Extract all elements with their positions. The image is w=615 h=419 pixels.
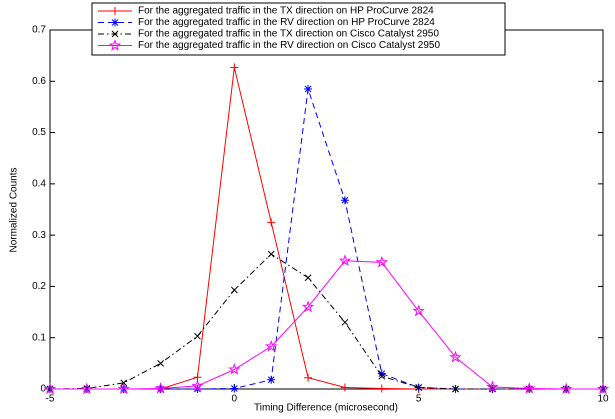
data-point: [267, 375, 276, 384]
data-point: [596, 382, 610, 395]
data-point: [230, 384, 239, 393]
series-line: [49, 253, 603, 390]
data-point: [156, 385, 165, 393]
data-point: [415, 384, 423, 391]
data-point: [341, 318, 349, 326]
data-point: [117, 382, 130, 395]
legend-box: [91, 2, 506, 56]
data-point: [338, 254, 352, 267]
legend-marker: [108, 38, 122, 51]
y-tick-label: 0.1: [32, 332, 46, 343]
y-axis-label: Normalized Counts: [9, 167, 20, 252]
data-point: [193, 385, 202, 393]
data-point: [377, 384, 386, 393]
legend-label: For the aggregated traffic in the TX dir…: [138, 6, 434, 17]
data-point: [378, 372, 386, 380]
x-tick-label: -5: [46, 394, 55, 405]
y-tick-label: 0.2: [32, 281, 46, 292]
y-tick-label: 0: [40, 384, 46, 395]
data-point: [523, 381, 536, 394]
data-point: [301, 300, 315, 313]
x-tick-label: 0: [232, 394, 238, 405]
data-point: [304, 84, 313, 93]
series-line: [50, 67, 603, 390]
legend-label: For the aggregated traffic in the RV dir…: [138, 17, 435, 28]
legend-label: For the aggregated traffic in the RV dir…: [138, 40, 440, 51]
data-point: [559, 382, 573, 395]
legend-marker: [111, 30, 119, 38]
data-point: [228, 362, 241, 375]
y-tick-label: 0.3: [32, 230, 46, 241]
data-point: [340, 196, 349, 205]
data-point: [340, 383, 349, 392]
data-point: [452, 385, 459, 393]
data-point: [264, 339, 278, 352]
y-tick-label: 0.6: [32, 76, 46, 87]
data-point: [267, 250, 275, 258]
plot-frame: [49, 29, 604, 390]
data-point: [154, 381, 167, 394]
data-point: [377, 369, 386, 378]
data-point: [80, 382, 94, 395]
legend-marker: [111, 7, 119, 15]
legend-label: For the aggregated traffic in the TX dir…: [138, 29, 439, 40]
data-point: [230, 63, 239, 72]
data-point: [267, 218, 276, 227]
data-point: [304, 274, 312, 282]
data-point: [486, 380, 499, 393]
data-point: [194, 332, 201, 340]
x-axis-label: Timing Difference (microsecond): [254, 403, 398, 414]
series-line: [50, 260, 603, 390]
y-tick-label: 0.7: [32, 25, 46, 36]
y-tick-label: 0.4: [32, 178, 46, 189]
data-point: [375, 255, 389, 268]
data-point: [157, 360, 164, 367]
data-point: [191, 379, 204, 392]
data-point: [43, 382, 57, 395]
data-point: [304, 373, 313, 382]
data-point: [412, 304, 425, 317]
x-tick-label: 5: [416, 394, 422, 405]
series-line: [50, 88, 603, 390]
legend-marker: [111, 18, 119, 27]
y-tick-label: 0.5: [32, 127, 46, 138]
x-tick-label: 10: [597, 394, 609, 405]
data-point: [230, 286, 238, 294]
data-point: [449, 350, 462, 363]
